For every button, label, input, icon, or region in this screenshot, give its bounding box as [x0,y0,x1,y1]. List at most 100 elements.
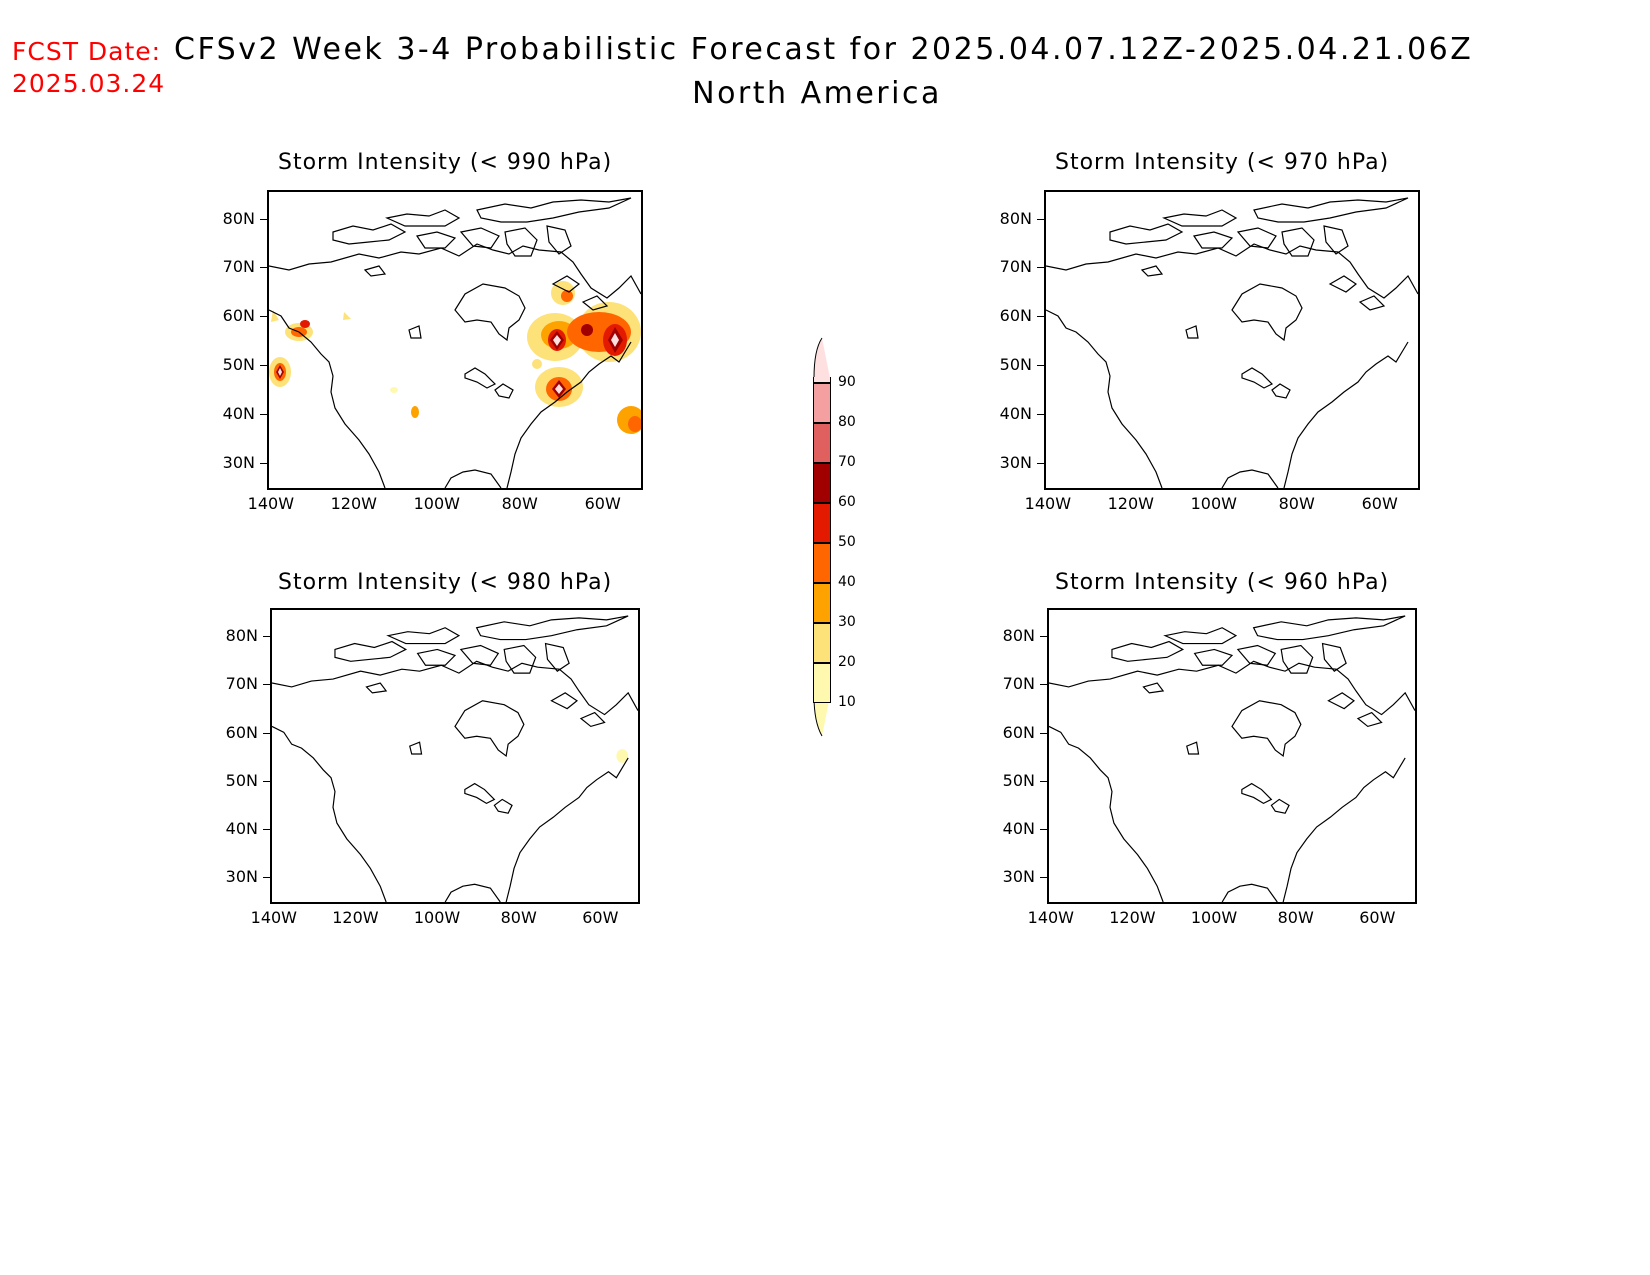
lat-label: 80N [1002,626,1035,646]
lat-tick [263,636,270,638]
lon-label: 140W [1027,908,1074,927]
colorbar-swatch [813,423,831,463]
lon-label: 100W [413,908,461,927]
page-subtitle: North America [692,76,942,111]
lat-label: 30N [222,452,255,472]
lat-label: 80N [222,208,255,228]
lon-label: 140W [1024,494,1072,513]
fcst-date-value: 2025.03.24 [12,69,166,98]
lat-tick [1040,877,1047,879]
colorbar-label: 90 [838,374,856,390]
coastline [272,615,638,902]
colorbar-label: 20 [838,654,856,670]
colorbar-label: 60 [838,494,856,510]
lat-label: 80N [225,626,258,646]
lat-label: 70N [1002,674,1035,694]
map-990 [269,197,641,488]
colorbar-swatch [813,543,831,583]
colorbar-label: 50 [838,534,856,550]
colorbar-label: 80 [838,414,856,430]
colorbar-label: 40 [838,574,856,590]
colorbar-swatch [813,583,831,623]
lon-label: 80W [1278,494,1315,513]
lat-tick [263,829,270,830]
lon-label: 100W [1190,494,1237,513]
lon-label: 120W [1107,494,1154,513]
lat-tick [260,365,267,367]
lat-label: 40N [222,404,255,423]
colorbar-swatch [813,623,831,663]
lon-label: 80W [1277,908,1314,927]
lon-label: 140W [250,908,297,927]
lon-label: 100W [1190,908,1238,927]
lon-label: 80W [501,494,538,513]
panel-title-980: Storm Intensity (< 980 hPa) [278,570,613,595]
lat-tick [263,684,270,686]
lat-label: 30N [1002,867,1035,887]
lat-label: 40N [1002,819,1035,838]
lat-tick [1037,218,1044,220]
panel-title-970: Storm Intensity (< 970 hPa) [1055,150,1390,175]
map-panel-960 [1047,608,1417,904]
lat-label: 30N [225,867,258,887]
lat-tick [260,316,267,318]
lat-tick [1037,462,1044,464]
lon-label: 100W [413,494,460,513]
lon-label: 120W [330,494,377,513]
lat-tick [1037,414,1044,415]
lat-label: 80N [999,208,1032,228]
lat-label: 30N [999,452,1032,472]
lat-tick [1040,732,1047,734]
map-960 [1049,615,1415,902]
coastline [269,197,641,488]
panel-title-960: Storm Intensity (< 960 hPa) [1055,570,1390,595]
lat-label: 50N [225,770,258,790]
fcst-date-label: FCST Date: [12,37,162,66]
lat-tick [1040,636,1047,638]
lon-label: 80W [500,908,537,927]
lon-label: 120W [332,908,379,927]
map-panel-970 [1044,190,1420,490]
lat-tick [263,877,270,879]
lat-label: 60N [225,722,258,742]
coastline [1049,615,1415,902]
lat-label: 70N [222,257,255,277]
coastline [1046,197,1418,488]
lat-tick [1040,829,1047,830]
lat-label: 70N [225,674,258,694]
lat-label: 60N [1002,722,1035,742]
fcst-date: FCST Date: 2025.03.24 [12,36,165,100]
lat-tick [260,462,267,464]
lat-tick [1037,365,1044,367]
colorbar-swatch [813,377,831,383]
colorbar-swatch [813,383,831,423]
colorbar-label: 70 [838,454,856,470]
lon-label: 60W [582,908,619,927]
lat-label: 60N [222,306,255,326]
lat-label: 60N [999,306,1032,326]
colorbar-label: 30 [838,614,856,630]
lon-label: 140W [247,494,295,513]
lat-label: 50N [999,355,1032,375]
lat-tick [1040,780,1047,782]
map-panel-990 [267,190,643,490]
lon-label: 60W [1359,908,1396,927]
panel-title-990: Storm Intensity (< 990 hPa) [278,150,613,175]
probability-blobs [269,281,641,434]
lon-label: 60W [1361,494,1398,513]
lat-label: 50N [1002,770,1035,790]
lat-tick [260,267,267,269]
lat-tick [1040,684,1047,686]
colorbar-top-cap [813,337,830,379]
lat-tick [1037,316,1044,318]
lat-tick [260,218,267,220]
lat-label: 40N [225,819,258,838]
colorbar-swatch [813,503,831,543]
lat-tick [260,414,267,415]
lon-label: 120W [1109,908,1156,927]
lat-tick [263,780,270,782]
lon-label: 60W [584,494,621,513]
page-title: CFSv2 Week 3-4 Probabilistic Forecast fo… [174,32,1474,67]
lat-label: 40N [999,404,1032,423]
lat-tick [263,732,270,734]
